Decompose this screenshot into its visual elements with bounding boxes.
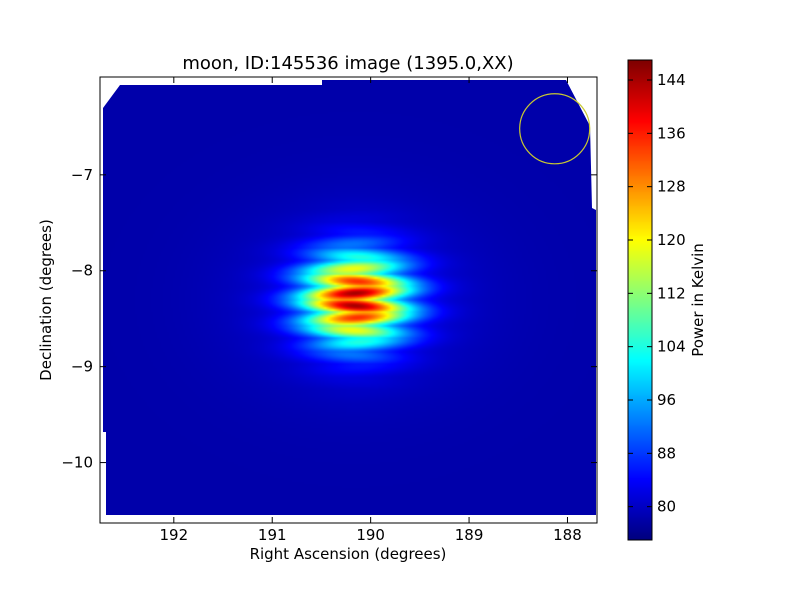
colorbar-tick-label: 128 xyxy=(657,178,686,196)
y-axis-label: Declination (degrees) xyxy=(37,219,55,381)
x-axis-label: Right Ascension (degrees) xyxy=(250,545,447,563)
colorbar-tick-label: 96 xyxy=(657,391,676,409)
colorbar-frame xyxy=(627,59,653,541)
colorbar-ticks: 80 88 96 104 112 120 128 136 144 xyxy=(628,71,686,516)
y-axis-ticks: −7 −8 −9 −10 xyxy=(61,166,597,472)
heatmap-image xyxy=(103,80,596,515)
y-tick-label: −10 xyxy=(61,454,93,472)
y-tick-label: −7 xyxy=(71,166,93,184)
colorbar-label: Power in Kelvin xyxy=(689,243,707,357)
plot-area xyxy=(99,76,598,524)
colorbar-gradient xyxy=(628,60,652,540)
chart-title: moon, ID:145536 image (1395.0,XX) xyxy=(182,53,513,74)
colorbar-tick-label: 120 xyxy=(657,231,686,249)
plot-frame xyxy=(99,76,598,524)
x-tick-label: 189 xyxy=(455,526,484,544)
colorbar-tick-label: 112 xyxy=(657,284,686,302)
y-tick-label: −9 xyxy=(71,358,93,376)
x-tick-label: 192 xyxy=(159,526,188,544)
x-tick-label: 191 xyxy=(258,526,287,544)
x-tick-label: 188 xyxy=(553,526,582,544)
colorbar-tick-label: 104 xyxy=(657,338,686,356)
beam-circle xyxy=(519,93,591,165)
colorbar-tick-label: 136 xyxy=(657,124,686,142)
y-tick-label: −8 xyxy=(71,262,93,280)
x-axis-ticks: 192 191 190 189 188 xyxy=(159,77,582,544)
colorbar-tick-label: 80 xyxy=(657,498,676,516)
colorbar-tick-label: 144 xyxy=(657,71,686,89)
colorbar-tick-label: 88 xyxy=(657,444,676,462)
x-tick-label: 190 xyxy=(356,526,385,544)
colorbar: 80 88 96 104 112 120 128 136 144 Power in Kelvin xyxy=(627,59,707,541)
